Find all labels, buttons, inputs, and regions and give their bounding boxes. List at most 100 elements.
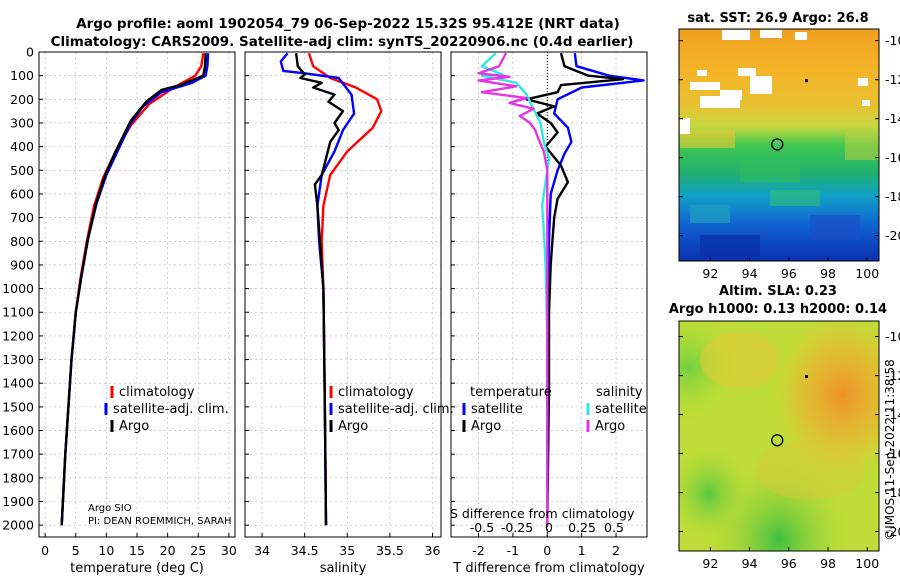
map-x-tick-label: 94 xyxy=(742,266,758,281)
x-tick-label: 30 xyxy=(221,543,237,558)
legend-climatology-label: climatology xyxy=(119,385,195,400)
annotation-argo-sio: Argo SIO xyxy=(88,503,132,514)
sla-map-title-line2: Argo h1000: 0.13 h2000: 0.14 xyxy=(669,302,887,317)
cloud-gap xyxy=(750,76,772,94)
sla-warm-patch xyxy=(755,440,865,500)
temperature-panel: 0 5 10 15 20 25 300100200300400500600700800900… xyxy=(2,45,237,577)
diff-legend-t-satellite-label: satellite xyxy=(471,402,523,417)
cloud-gap xyxy=(795,32,807,40)
x-tick-label: 35.5 xyxy=(376,543,404,558)
y-tick-label: 1500 xyxy=(2,399,34,414)
sst-map-axes: 92 94 96 98 100 -10 -12 -14 -16 -18 -20 xyxy=(679,33,900,281)
sst-patch xyxy=(680,130,735,148)
x-tick-label: 15 xyxy=(129,543,145,558)
salinity-panel: 34 34.5 35 35.5 36 salinity xyxy=(244,51,442,576)
series-line-s-argo xyxy=(477,52,549,526)
s-diff-tick-label: -0.25 xyxy=(501,520,533,535)
map-y-tick-label: -12 xyxy=(885,368,900,383)
map-y-tick-label: -14 xyxy=(885,407,900,422)
series-line-argo xyxy=(294,53,345,526)
sst-map-title: sat. SST: 26.9 Argo: 26.8 xyxy=(687,11,868,26)
y-tick-label: 1900 xyxy=(2,494,34,509)
map-y-tick-label: -20 xyxy=(885,228,900,243)
sst-map-frame xyxy=(678,28,880,262)
map-x-tick-label: 96 xyxy=(781,556,797,571)
plot-frame xyxy=(244,51,442,538)
sst-patches xyxy=(680,130,879,257)
map-y-tick-label: -12 xyxy=(885,72,900,87)
legend-argo-label: Argo xyxy=(119,419,149,434)
reference-point-marker xyxy=(804,79,808,83)
x-tick-label: 20 xyxy=(160,543,176,558)
sst-patch xyxy=(770,190,820,206)
plot-frame xyxy=(38,51,236,538)
y-tick-label: 0 xyxy=(26,45,34,60)
y-tick-label: 400 xyxy=(10,139,34,154)
cloud-gap xyxy=(700,96,740,108)
sla-map-title-line1: Altim. SLA: 0.23 xyxy=(719,284,837,299)
map-y-tick-label: -18 xyxy=(885,189,900,204)
diff-legend-t-argo-label: Argo xyxy=(471,419,501,434)
x-tick-label: -1 xyxy=(507,543,519,558)
x-tick-label: 2 xyxy=(612,543,620,558)
s-diff-tick-label: 0.25 xyxy=(568,520,596,535)
annotation-pi: PI: DEAN ROEMMICH, SARAH xyxy=(88,516,232,527)
figure-title-line1: Argo profile: aoml 1902054_79 06-Sep-202… xyxy=(76,16,620,32)
series-line-t-satellite xyxy=(546,53,645,526)
x-tick-label: -2 xyxy=(472,543,484,558)
map-x-tick-label: 96 xyxy=(781,266,797,281)
map-x-tick-label: 98 xyxy=(820,266,836,281)
plot-frame xyxy=(450,51,648,538)
sst-patch xyxy=(740,160,800,182)
x-tick-label: 10 xyxy=(98,543,114,558)
diff-legend-s-argo-label: Argo xyxy=(595,419,625,434)
cloud-gap xyxy=(680,118,690,134)
y-tick-label: 1100 xyxy=(2,305,34,320)
map-x-tick-label: 94 xyxy=(742,556,758,571)
cloud-gap xyxy=(722,30,750,40)
series-line-climatology xyxy=(60,53,205,526)
x-tick-label: 25 xyxy=(190,543,206,558)
diff-legend-s-satellite-label: satellite xyxy=(595,402,647,417)
sla-map-frame xyxy=(678,320,880,552)
difference-panel: -2 -1 0 1 2 T difference from climatology xyxy=(450,51,648,576)
y-tick-label: 700 xyxy=(10,210,34,225)
salinity-legend: climatology satellite-adj. clim. Argo xyxy=(329,385,454,434)
series-line-argo xyxy=(60,53,207,526)
y-tick-label: 1200 xyxy=(2,328,34,343)
difference-legend: temperature salinity satellite Argo sate… xyxy=(450,385,647,535)
map-x-tick-label: 98 xyxy=(820,556,836,571)
s-difference-axis-label: S difference from climatology xyxy=(450,506,635,521)
y-tick-label: 2000 xyxy=(2,518,34,533)
s-diff-tick-label: -0.5 xyxy=(470,520,494,535)
map-y-tick-label: -16 xyxy=(885,446,900,461)
sal-legend-argo-label: Argo xyxy=(338,419,368,434)
s-diff-tick-label: 0.5 xyxy=(604,520,624,535)
y-tick-label: 1400 xyxy=(2,376,34,391)
diff-legend-temperature-heading: temperature xyxy=(470,385,552,400)
reference-point-marker xyxy=(804,375,808,379)
sst-map-panel: sat. SST: 26.9 Argo: 26.8 92 94 96 9 xyxy=(678,11,900,281)
y-tick-label: 600 xyxy=(10,186,34,201)
x-tick-label: 0 xyxy=(41,543,49,558)
x-tick-label: 5 xyxy=(72,543,80,558)
map-x-tick-label: 100 xyxy=(855,556,879,571)
y-tick-label: 1700 xyxy=(2,447,34,462)
x-tick-label: 35 xyxy=(339,543,355,558)
sst-patch xyxy=(810,215,860,240)
map-x-tick-label: 100 xyxy=(855,266,879,281)
sla-warm-patch xyxy=(700,332,780,388)
y-tick-label: 1600 xyxy=(2,423,34,438)
sst-patch xyxy=(700,235,760,257)
x-axis-label: T difference from climatology xyxy=(452,561,645,576)
cloud-gap xyxy=(690,82,720,90)
cloud-gap xyxy=(858,78,868,86)
diff-legend-salinity-heading: salinity xyxy=(596,385,643,400)
figure-title-line2: Climatology: CARS2009. Satellite-adj cli… xyxy=(51,34,634,50)
x-tick-label: 36 xyxy=(425,543,441,558)
x-tick-label: 0 xyxy=(543,543,551,558)
map-y-tick-label: -18 xyxy=(885,485,900,500)
argo-float-marker xyxy=(771,434,784,447)
argo-float-marker xyxy=(771,138,784,151)
y-tick-label: 1300 xyxy=(2,352,34,367)
